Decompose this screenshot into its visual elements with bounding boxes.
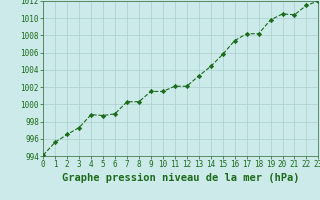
- X-axis label: Graphe pression niveau de la mer (hPa): Graphe pression niveau de la mer (hPa): [62, 173, 300, 183]
